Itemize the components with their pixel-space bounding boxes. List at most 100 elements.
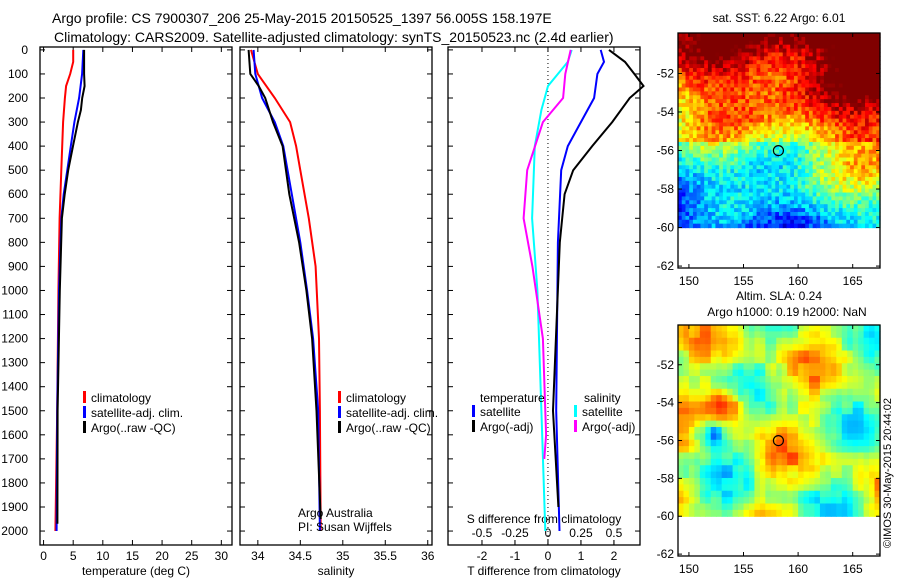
heatmap-cell [820,208,825,213]
heatmap-cell [823,173,829,178]
y-tick-label: 400 [8,139,28,153]
heatmap-cell [745,122,750,127]
heatmap-cell [722,40,728,46]
heatmap-cell [700,110,705,116]
heatmap-cell [842,180,847,186]
heatmap-cell [771,153,776,159]
heatmap-cell [820,71,825,77]
heatmap-cell [803,458,810,466]
heatmap-cell [692,208,698,213]
y-tick-label: 1700 [1,452,28,466]
heatmap-cell [678,490,685,498]
heatmap-cell [853,122,859,127]
heatmap-cell [683,503,690,511]
heatmap-cell [820,180,825,186]
heatmap-cell [730,184,735,190]
heatmap-cell [868,40,874,46]
heatmap-cell [685,83,690,89]
heatmap-cell [857,95,862,100]
heatmap-cell [827,118,832,124]
heatmap-cell [786,44,791,50]
heatmap-cell [797,134,803,139]
heatmap-cell [836,337,843,345]
heatmap-cell [801,52,806,57]
heatmap-cell [775,165,780,170]
heatmap-cell [749,145,754,151]
heatmap-cell [743,465,750,473]
heatmap-cell [827,103,832,108]
heatmap-cell [872,204,877,209]
heatmap-cell [727,369,734,377]
heatmap-cell [730,200,735,205]
heatmap-cell [743,497,750,505]
heatmap-cell [694,395,701,403]
heatmap-cell [738,420,745,428]
heatmap-cell [814,471,821,479]
heatmap-cell [792,325,799,332]
heatmap-cell [734,176,739,182]
heatmap-cell [711,52,717,57]
heatmap-cell [797,153,803,159]
heatmap-cell [827,99,832,104]
heatmap-cell [846,208,851,213]
heatmap-cell [696,79,702,85]
heatmap-cell [798,388,805,396]
heatmap-cell [741,180,746,186]
heatmap-cell [678,407,685,415]
heatmap-cell [846,161,851,166]
heatmap-cell [741,91,746,96]
heatmap-cell [793,83,799,89]
heatmap-cell [726,87,731,92]
heatmap-cell [704,99,709,104]
heatmap-cell [760,149,765,155]
heatmap-cell [841,426,848,434]
heatmap-cell [704,33,709,38]
heatmap-cell [760,188,765,194]
heatmap-cell [797,40,803,46]
heatmap-cell [705,458,712,466]
heatmap-cell [825,382,832,390]
heatmap-cell [696,83,702,89]
heatmap-cell [756,165,761,170]
heatmap-cell [683,388,690,396]
y-tick-label: 100 [8,67,28,81]
heatmap-cell [820,114,825,120]
heatmap-cell [734,122,739,127]
heatmap-cell [838,153,844,159]
heatmap-cell [685,188,690,194]
heatmap-cell [869,382,876,390]
heatmap-cell [760,200,765,205]
heatmap-cell [770,325,777,332]
heatmap-cell [797,141,803,147]
heatmap-cell [863,452,870,460]
heatmap-cell [816,40,821,46]
heatmap-cell [767,79,773,85]
heatmap-cell [876,130,881,135]
heatmap-cell [737,122,743,127]
heatmap-cell [779,157,784,162]
heatmap-cell [816,44,821,50]
heatmap-cell [775,149,780,155]
heatmap-cell [726,165,731,170]
heatmap-cell [801,36,806,42]
heatmap-cell [775,95,780,100]
heatmap-cell [716,465,723,473]
heatmap-cell [842,52,847,57]
heatmap-cell [738,477,745,485]
x2-tick-label: -0.5 [472,526,493,540]
heatmap-cell [823,204,829,209]
heatmap-cell [782,75,788,81]
heatmap-cell [775,56,780,61]
heatmap-cell [692,60,698,65]
heatmap-cell [825,388,832,396]
heatmap-cell [716,376,723,383]
heatmap-cell [704,176,709,182]
heatmap-cell [741,184,746,190]
heatmap-cell [820,91,825,96]
heatmap-cell [835,169,840,174]
heatmap-cell [700,161,705,166]
heatmap-cell [805,106,810,112]
heatmap-cell [865,161,870,166]
x-tick-label: 25 [185,549,199,563]
heatmap-cell [705,509,712,517]
